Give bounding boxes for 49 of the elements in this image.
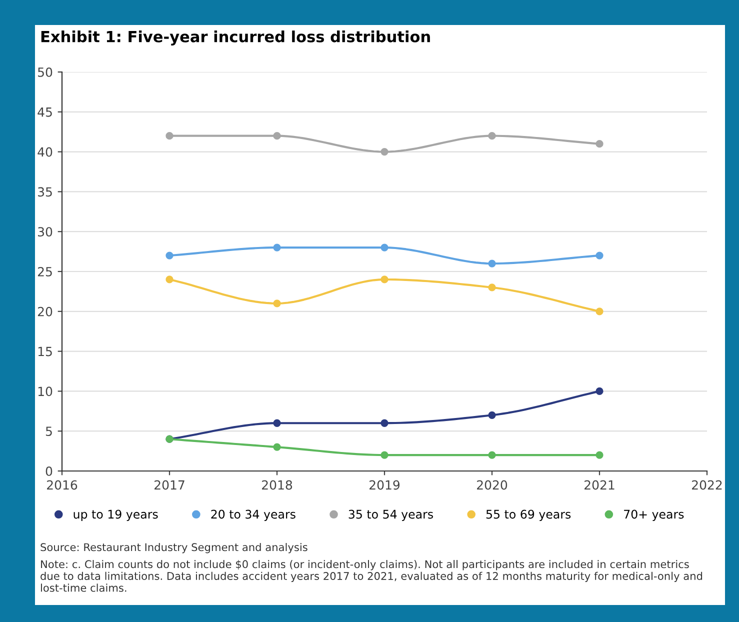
point bbox=[596, 140, 604, 148]
x-tick-label: 2022 bbox=[692, 480, 722, 490]
point bbox=[488, 451, 496, 459]
y-tick-label: 20 bbox=[38, 306, 52, 316]
y-tick-label: 35 bbox=[38, 187, 52, 197]
legend-label: 35 to 54 years bbox=[348, 510, 433, 521]
point bbox=[596, 252, 604, 260]
y-tick-label: 25 bbox=[38, 266, 52, 276]
point bbox=[488, 132, 496, 140]
point bbox=[166, 276, 174, 284]
y-tick-label: 15 bbox=[38, 346, 52, 356]
y-tick-label: 45 bbox=[38, 108, 52, 117]
legend-label: 70+ years bbox=[624, 510, 684, 521]
point bbox=[380, 148, 388, 156]
point bbox=[380, 276, 388, 284]
chart-title: Exhibit 1: Five-year incurred loss distribution bbox=[41, 30, 430, 46]
point bbox=[596, 387, 604, 396]
y-tick-label: 0 bbox=[46, 466, 52, 476]
x-tick-label: 2020 bbox=[477, 480, 508, 490]
y-tick-label: 5 bbox=[46, 426, 52, 436]
y-tick-label: 50 bbox=[38, 67, 52, 77]
point bbox=[596, 451, 604, 459]
x-tick-label: 2017 bbox=[154, 480, 184, 490]
legend-label: 20 to 34 years bbox=[211, 510, 296, 521]
point bbox=[596, 308, 604, 316]
point bbox=[488, 284, 496, 292]
legend-label: up to 19 years bbox=[74, 510, 158, 521]
legend-label: 55 to 69 years bbox=[486, 510, 571, 521]
x-tick-label: 2019 bbox=[370, 480, 400, 490]
point bbox=[273, 132, 281, 140]
x-tick-label: 2016 bbox=[47, 480, 78, 490]
x-tick-label: 2018 bbox=[262, 480, 292, 490]
point bbox=[273, 300, 281, 308]
point bbox=[488, 260, 496, 268]
point bbox=[166, 132, 174, 140]
point bbox=[488, 411, 496, 419]
point bbox=[273, 244, 281, 252]
source-note: Source: Restaurant Industry Segment and analysis bbox=[40, 543, 308, 554]
text: Note: c. Claim counts do not include $0 claims (or incident-only claims). Not all participants are included in certain metrics due to data limitations. Data includes accident years 2017 to 2021, evaluated as of 12 months maturity for medical-only and lost-time claims. bbox=[40, 560, 702, 592]
y-tick-label: 30 bbox=[38, 227, 52, 237]
y-tick-label: 40 bbox=[38, 147, 52, 157]
point bbox=[380, 451, 388, 459]
point bbox=[273, 443, 281, 451]
point bbox=[273, 419, 281, 427]
y-tick-label: 10 bbox=[38, 386, 52, 396]
point bbox=[166, 252, 174, 260]
point bbox=[380, 244, 388, 252]
point bbox=[380, 419, 388, 427]
x-tick-label: 2021 bbox=[584, 480, 614, 490]
